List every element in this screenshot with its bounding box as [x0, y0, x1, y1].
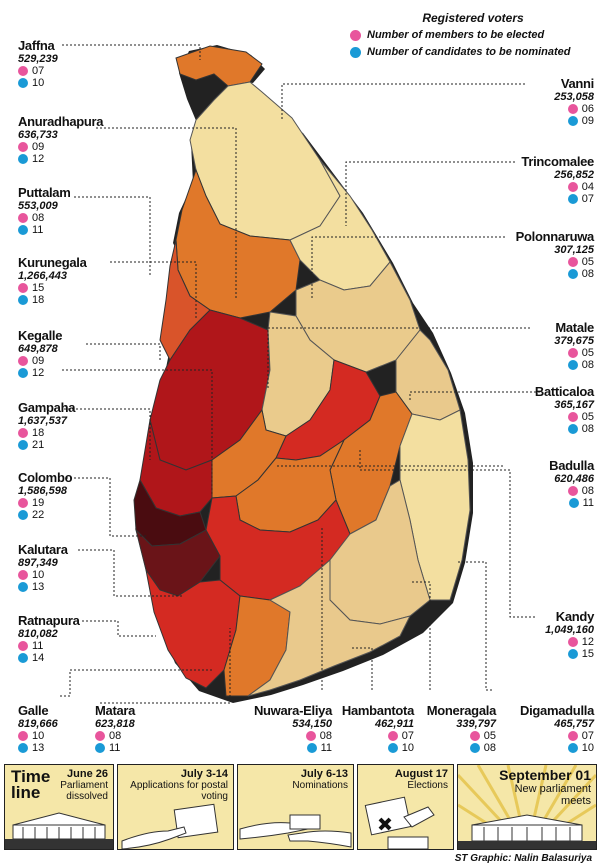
- district-label-galle: Galle 819,666 10 13: [18, 703, 58, 754]
- legend-candidates: Number of candidates to be nominated: [350, 44, 596, 61]
- district-label-gampaha: Gampaha 1,637,537 18 21: [18, 400, 76, 451]
- district-label-puttalam: Puttalam 553,009 08 11: [18, 185, 71, 236]
- blue-dot-icon: [306, 743, 317, 753]
- timeline-date-3: July 6-13: [300, 768, 348, 780]
- district-label-badulla: Badulla 620,486 08 11: [549, 458, 594, 509]
- district-label-ratnapura: Ratnapura 810,082 11 14: [18, 613, 80, 664]
- timeline-text-1: Parliament dissolved: [60, 780, 108, 802]
- pink-dot-icon: [387, 731, 398, 741]
- blue-dot-icon: [18, 368, 28, 378]
- timeline-box-5: September 01 New parliament meets: [457, 764, 597, 850]
- district-label-nuwara-eliya: Nuwara-Eliya 534,150 08 11: [253, 703, 332, 754]
- pink-dot-icon: [567, 637, 578, 647]
- blue-dot-icon: [567, 424, 578, 434]
- pink-dot-icon: [567, 348, 578, 358]
- postal-form-hand-icon: [121, 803, 219, 849]
- timeline-box-4: August 17 Elections: [357, 764, 454, 850]
- pink-dot-icon: [18, 498, 28, 508]
- timeline-date-2: July 3-14: [180, 768, 228, 780]
- district-label-kandy: Kandy 1,049,160 12 15: [545, 609, 594, 660]
- legend-members: Number of members to be elected: [350, 27, 596, 44]
- pink-dot-icon: [18, 213, 28, 223]
- ballot-box-icon: [364, 796, 435, 849]
- pink-dot-icon: [567, 731, 578, 741]
- blue-dot-icon: [567, 360, 578, 370]
- blue-dot-icon: [350, 47, 361, 58]
- blue-dot-icon: [18, 154, 28, 164]
- blue-dot-icon: [18, 295, 28, 305]
- timeline-date-1: June 26: [67, 768, 108, 780]
- district-label-batticaloa: Batticaloa 365,167 05 08: [534, 384, 594, 435]
- timeline-box-1: Time line June 26 Parliament dissolved: [4, 764, 114, 850]
- legend: Registered voters Number of members to b…: [350, 10, 596, 61]
- district-label-matale: Matale 379,675 05 08: [554, 320, 594, 371]
- timeline-text-2: Applications for postal voting: [130, 780, 228, 802]
- district-label-kalutara: Kalutara 897,349 10 13: [18, 542, 68, 593]
- blue-dot-icon: [469, 743, 480, 753]
- blue-dot-icon: [568, 498, 579, 508]
- blue-dot-icon: [18, 510, 28, 520]
- parliament-building-icon: [5, 812, 113, 849]
- sri-lanka-map: [60, 44, 540, 704]
- district-label-anuradhapura: Anuradhapura 636,733 09 12: [18, 114, 104, 165]
- pink-dot-icon: [18, 731, 28, 741]
- pink-dot-icon: [18, 283, 28, 293]
- pink-dot-icon: [18, 356, 28, 366]
- district-label-colombo: Colombo 1,586,598 19 22: [18, 470, 73, 521]
- district-label-moneragala: Moneragala 339,797 05 08: [426, 703, 497, 754]
- timeline-text-3: Nominations: [292, 780, 348, 791]
- pink-dot-icon: [350, 30, 361, 41]
- leader-lines: [60, 44, 540, 704]
- district-label-trincomalee: Trincomalee 256,852 04 07: [521, 154, 594, 205]
- blue-dot-icon: [567, 649, 578, 659]
- timeline-strip: Time line June 26 Parliament dissolved Ju…: [0, 764, 600, 852]
- timeline-date-5: September 01: [499, 767, 591, 783]
- blue-dot-icon: [18, 78, 28, 88]
- blue-dot-icon: [18, 743, 28, 753]
- blue-dot-icon: [95, 743, 105, 753]
- blue-dot-icon: [18, 582, 28, 592]
- district-label-digamadulla: Digamadulla 465,757 07 10: [520, 703, 594, 754]
- timeline-title-time: Time: [11, 767, 51, 786]
- pink-dot-icon: [18, 66, 28, 76]
- district-label-hambantota: Hambantota 462,911 07 10: [341, 703, 414, 754]
- graphic-credit: ST Graphic: Nalin Balasuriya: [454, 853, 592, 864]
- pink-dot-icon: [95, 731, 105, 741]
- pink-dot-icon: [305, 731, 316, 741]
- legend-title: Registered voters: [422, 11, 524, 25]
- timeline-box-2: July 3-14 Applications for postal voting: [117, 764, 234, 850]
- timeline-title-line: line: [11, 783, 41, 802]
- pink-dot-icon: [18, 641, 28, 651]
- district-label-polonnaruwa: Polonnaruwa 307,125 05 08: [515, 229, 595, 280]
- timeline-text-4: Elections: [407, 780, 448, 791]
- blue-dot-icon: [387, 743, 398, 753]
- pink-dot-icon: [567, 257, 578, 267]
- pink-dot-icon: [18, 570, 28, 580]
- pink-dot-icon: [18, 428, 28, 438]
- pink-dot-icon: [469, 731, 480, 741]
- parliament-building-icon: [458, 814, 596, 849]
- pink-dot-icon: [567, 104, 578, 114]
- blue-dot-icon: [18, 225, 28, 235]
- pink-dot-icon: [18, 142, 28, 152]
- district-label-jaffna: Jaffna 529,239 07 10: [18, 38, 58, 89]
- pink-dot-icon: [567, 486, 578, 496]
- timeline-text-5: New parliament meets: [514, 783, 591, 807]
- region-hambantota: [247, 558, 411, 697]
- handing-papers-icon: [239, 814, 352, 848]
- district-label-kegalle: Kegalle 649,878 09 12: [18, 328, 63, 379]
- blue-dot-icon: [567, 269, 578, 279]
- district-label-kurunegala: Kurunegala 1,266,443 15 18: [18, 255, 87, 306]
- pink-dot-icon: [567, 182, 578, 192]
- blue-dot-icon: [567, 743, 578, 753]
- pink-dot-icon: [567, 412, 578, 422]
- timeline-box-3: July 6-13 Nominations: [237, 764, 354, 850]
- blue-dot-icon: [18, 440, 28, 450]
- blue-dot-icon: [18, 653, 28, 663]
- district-label-matara: Matara 623,818 08 11: [95, 703, 136, 754]
- district-label-vanni: Vanni 253,058 06 09: [554, 76, 594, 127]
- blue-dot-icon: [567, 194, 578, 204]
- timeline-date-4: August 17: [394, 768, 448, 780]
- blue-dot-icon: [567, 116, 578, 126]
